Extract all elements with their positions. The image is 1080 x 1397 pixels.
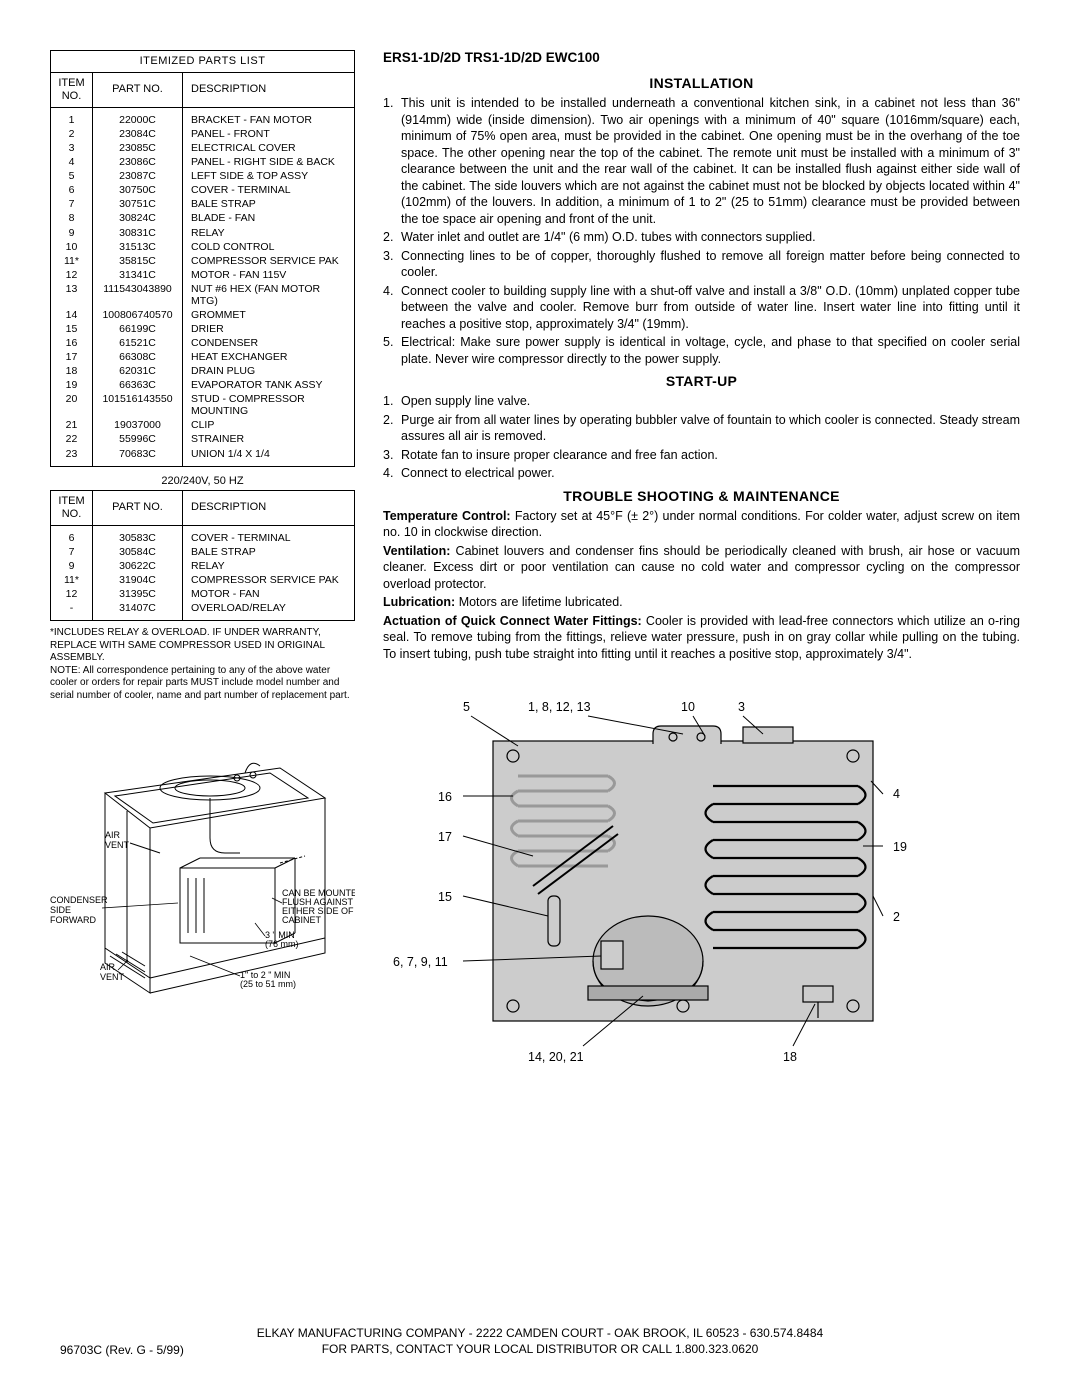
callout-17: 17 — [438, 830, 452, 844]
label-12min: 1" to 2 " MIN(25 to 51 mm) — [240, 970, 296, 989]
table-row: 122000CBRACKET - FAN MOTOR — [51, 108, 355, 128]
callout-4: 4 — [893, 787, 900, 801]
callout-5: 5 — [463, 700, 470, 714]
parts-table-alt: ITEMNO. PART NO. DESCRIPTION 630583CCOVE… — [50, 490, 355, 622]
table1-header-part: PART NO. — [93, 72, 183, 107]
callout-10: 10 — [681, 700, 695, 714]
table-row: 20101516143550STUD - COMPRESSOR MOUNTING — [51, 392, 355, 418]
table-row: 1966363CEVAPORATOR TANK ASSY — [51, 378, 355, 392]
callout-14-20-21: 14, 20, 21 — [528, 1050, 584, 1064]
table-row: 323085CELECTRICAL COVER — [51, 141, 355, 155]
label-mounted: CAN BE MOUNTEDFLUSH AGAINSTEITHER SIDE O… — [282, 888, 355, 925]
table-row: 423086CPANEL - RIGHT SIDE & BACK — [51, 155, 355, 169]
label-condenser: CONDENSERSIDEFORWARD — [50, 895, 108, 925]
model-header: ERS1-1D/2D TRS1-1D/2D EWC100 — [383, 50, 1020, 65]
label-air-vent-top: AIRVENT — [105, 830, 130, 850]
table2-header-item: ITEMNO. — [51, 490, 93, 525]
table-row: 1862031CDRAIN PLUG — [51, 364, 355, 378]
rev: 96703C (Rev. G - 5/99) — [60, 1343, 184, 1357]
startup-text: 1.Open supply line valve.2.Purge air fro… — [383, 393, 1020, 482]
table-row: 2370683CUNION 1/4 X 1/4 — [51, 447, 355, 467]
footer-line1: ELKAY MANUFACTURING COMPANY - 2222 CAMDE… — [257, 1326, 823, 1340]
table-row: 14100806740570GROMMET — [51, 308, 355, 322]
table-row: 11*31904CCOMPRESSOR SERVICE PAK — [51, 573, 355, 587]
table1-header-desc: DESCRIPTION — [183, 72, 355, 107]
installation-text: 1.This unit is intended to be installed … — [383, 95, 1020, 367]
table-row: 1031513CCOLD CONTROL — [51, 240, 355, 254]
table-row: 1231395CMOTOR - FAN — [51, 587, 355, 601]
callout-18: 18 — [783, 1050, 797, 1064]
footnote: *INCLUDES RELAY & OVERLOAD. IF UNDER WAR… — [50, 627, 355, 702]
table-row: 1766308CHEAT EXCHANGER — [51, 350, 355, 364]
table-row: 730751CBALE STRAP — [51, 197, 355, 211]
callout-1-8-12-13: 1, 8, 12, 13 — [528, 700, 591, 714]
table-row: 1566199CDRIER — [51, 322, 355, 336]
callout-16: 16 — [438, 790, 452, 804]
table-row: 1661521CCONDENSER — [51, 336, 355, 350]
table-row: 2119037000CLIP — [51, 418, 355, 432]
table-row: 1231341CMOTOR - FAN 115V — [51, 268, 355, 282]
label-3min: 3 " MIN(76 mm) — [265, 930, 299, 949]
trouble-text: Temperature Control: Factory set at 45°F… — [383, 508, 1020, 663]
table1-title: ITEMIZED PARTS LIST — [51, 51, 355, 73]
installation-title: INSTALLATION — [383, 75, 1020, 91]
callout-2: 2 — [893, 910, 900, 924]
callout-19: 19 — [893, 840, 907, 854]
table-row: 730584CBALE STRAP — [51, 545, 355, 559]
callout-6-7-9-11: 6, 7, 9, 11 — [393, 955, 448, 969]
table2-header-part: PART NO. — [93, 490, 183, 525]
label-air-vent-bottom: AIRVENT — [100, 962, 125, 982]
installation-diagram: AIRVENT CONDENSERSIDEFORWARD AIRVENT CAN… — [50, 738, 355, 1018]
parts-table-main: ITEMIZED PARTS LIST ITEMNO. PART NO. DES… — [50, 50, 355, 467]
table-row: 930622CRELAY — [51, 559, 355, 573]
table-row: -31407COVERLOAD/RELAY — [51, 601, 355, 621]
table1-header-item: ITEMNO. — [51, 72, 93, 107]
startup-title: START-UP — [383, 373, 1020, 389]
table2-header-desc: DESCRIPTION — [183, 490, 355, 525]
table-row: 2255996CSTRAINER — [51, 432, 355, 446]
trouble-title: TROUBLE SHOOTING & MAINTENANCE — [383, 488, 1020, 504]
table2-caption: 220/240V, 50 HZ — [50, 475, 355, 487]
parts-diagram: 5 1, 8, 12, 13 10 3 16 17 15 6, 7, 9, 11… — [383, 686, 943, 1086]
table-row: 830824CBLADE - FAN — [51, 211, 355, 225]
callout-15: 15 — [438, 890, 452, 904]
table-row: 13111543043890NUT #6 HEX (FAN MOTOR MTG) — [51, 282, 355, 308]
table-row: 630750CCOVER - TERMINAL — [51, 183, 355, 197]
table-row: 630583CCOVER - TERMINAL — [51, 525, 355, 545]
table-row: 223084CPANEL - FRONT — [51, 127, 355, 141]
table-row: 11*35815CCOMPRESSOR SERVICE PAK — [51, 254, 355, 268]
table-row: 930831CRELAY — [51, 226, 355, 240]
callout-3: 3 — [738, 700, 745, 714]
footer-line2: FOR PARTS, CONTACT YOUR LOCAL DISTRIBUTO… — [322, 1342, 759, 1356]
table-row: 523087CLEFT SIDE & TOP ASSY — [51, 169, 355, 183]
